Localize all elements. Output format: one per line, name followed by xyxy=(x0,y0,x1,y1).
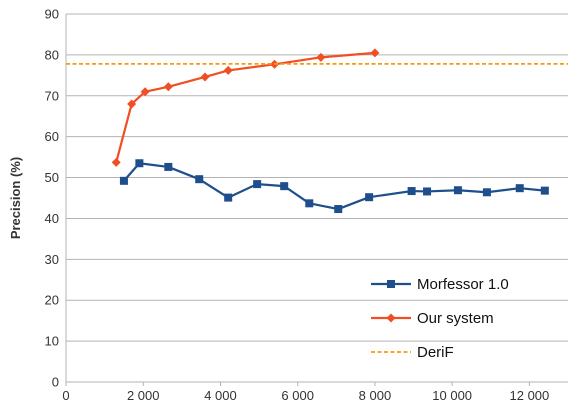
y-tick-label: 60 xyxy=(45,129,59,144)
data-point xyxy=(195,175,204,184)
x-tick-label: 12 000 xyxy=(510,388,550,403)
x-tick-label: 0 xyxy=(62,388,69,403)
data-point xyxy=(253,180,262,189)
data-point xyxy=(280,182,289,191)
y-tick-label: 30 xyxy=(45,252,59,267)
data-point xyxy=(140,87,150,97)
data-point xyxy=(305,199,314,208)
data-point xyxy=(334,205,343,214)
y-tick-label: 90 xyxy=(45,7,59,22)
data-point xyxy=(423,187,432,196)
series-morfessor-1-0 xyxy=(119,159,549,214)
data-point xyxy=(135,159,144,168)
legend-label: Morfessor 1.0 xyxy=(417,276,509,293)
legend-label: DeriF xyxy=(417,344,454,361)
data-point xyxy=(316,52,326,62)
legend-marker xyxy=(386,313,396,323)
data-point xyxy=(540,186,549,195)
x-tick-label: 6 000 xyxy=(281,388,314,403)
y-tick-label: 70 xyxy=(45,88,59,103)
series-line xyxy=(123,162,545,211)
series-our-system xyxy=(111,48,380,167)
data-point xyxy=(365,193,374,202)
grid-lines xyxy=(66,13,568,383)
x-tick-label: 8 000 xyxy=(359,388,392,403)
series xyxy=(66,48,568,214)
y-tick-label: 40 xyxy=(45,211,59,226)
legend-item: Morfessor 1.0 xyxy=(371,276,509,293)
data-point xyxy=(224,193,233,202)
axes: 0 10 20 30 40 50 60 70 80 90 0 2 000 4 000 6 000 8 000… xyxy=(45,7,568,403)
data-point xyxy=(164,162,173,171)
legend-item: DeriF xyxy=(371,344,454,361)
y-tick-label: 0 xyxy=(52,375,59,390)
data-point xyxy=(111,157,121,167)
data-point xyxy=(515,184,524,193)
y-tick-label: 10 xyxy=(45,334,59,349)
data-point xyxy=(223,65,233,75)
series-line xyxy=(115,51,376,163)
legend-label: Our system xyxy=(417,310,494,327)
x-tick-label: 10 000 xyxy=(432,388,472,403)
data-point xyxy=(127,99,137,109)
data-point xyxy=(453,186,462,195)
data-point xyxy=(407,187,416,196)
x-tick-label: 4 000 xyxy=(204,388,237,403)
data-point xyxy=(200,72,210,82)
x-tick-label: 2 000 xyxy=(127,388,160,403)
data-point xyxy=(482,188,491,197)
y-tick-label: 20 xyxy=(45,293,59,308)
y-tick-label: 80 xyxy=(45,47,59,62)
y-tick-label: 50 xyxy=(45,170,59,185)
y-axis-label: Precision (%) xyxy=(8,157,23,239)
legend-marker xyxy=(387,280,395,288)
data-point xyxy=(163,82,173,92)
data-point xyxy=(370,48,380,58)
data-point xyxy=(119,176,128,185)
legend-item: Our system xyxy=(371,310,494,327)
legend: Morfessor 1.0 Our system DeriF xyxy=(371,276,509,361)
